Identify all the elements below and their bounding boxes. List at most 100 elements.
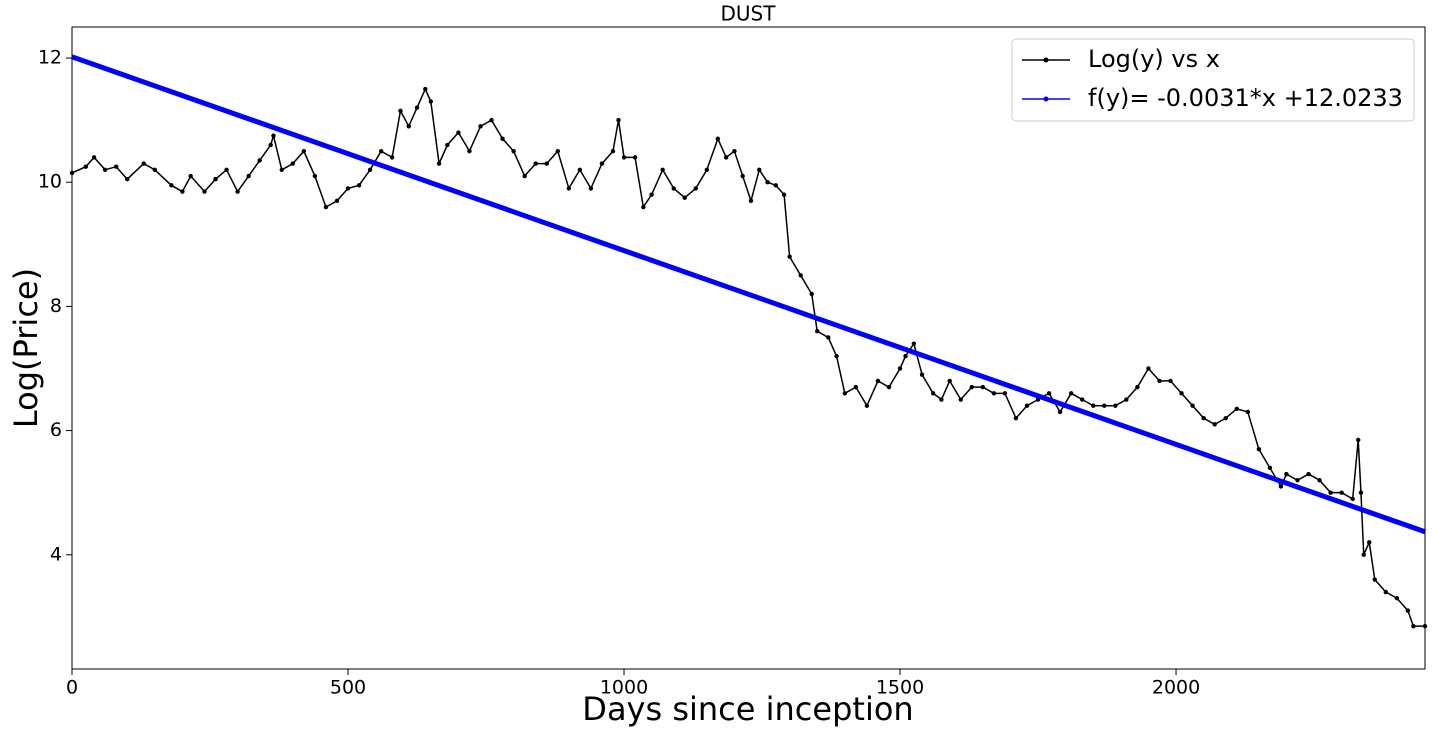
data-point xyxy=(1212,422,1217,427)
data-point xyxy=(1356,437,1361,443)
data-point xyxy=(1168,378,1173,384)
data-point xyxy=(1157,378,1162,384)
data-point xyxy=(660,167,665,173)
data-point xyxy=(930,391,936,396)
data-point xyxy=(732,148,737,154)
data-point xyxy=(740,173,745,179)
data-point xyxy=(853,384,859,390)
data-point xyxy=(616,117,621,123)
data-point xyxy=(1367,540,1372,545)
data-point xyxy=(500,136,505,141)
data-point xyxy=(834,353,839,359)
data-point xyxy=(406,124,411,129)
data-point xyxy=(367,167,373,173)
legend-box xyxy=(1011,38,1415,122)
data-point xyxy=(1284,471,1289,477)
data-point xyxy=(842,391,848,396)
data-point xyxy=(1278,484,1284,489)
data-point xyxy=(809,291,814,297)
data-point xyxy=(188,173,193,179)
data-point xyxy=(91,155,97,160)
data-point xyxy=(980,384,986,390)
data-point xyxy=(152,167,158,173)
data-point xyxy=(1328,490,1333,495)
data-point xyxy=(1361,552,1366,557)
data-point xyxy=(798,273,803,278)
y-tick-label: 12 xyxy=(38,47,62,69)
data-point xyxy=(1057,409,1063,415)
data-point xyxy=(969,384,974,390)
data-point xyxy=(1295,478,1300,483)
y-tick-label: 8 xyxy=(50,295,62,317)
data-point xyxy=(1146,366,1151,371)
x-tick-label: 500 xyxy=(330,677,366,699)
data-point xyxy=(991,391,997,396)
data-point xyxy=(621,155,627,160)
series-line xyxy=(71,54,1426,535)
data-point xyxy=(301,148,307,154)
legend-marker xyxy=(1043,96,1049,102)
data-point xyxy=(1358,490,1364,495)
data-point xyxy=(748,198,754,204)
data-point xyxy=(436,161,442,166)
data-point xyxy=(334,198,340,204)
data-point xyxy=(202,189,207,194)
data-point xyxy=(533,161,538,166)
data-point xyxy=(456,130,461,135)
data-point xyxy=(141,161,146,166)
data-point xyxy=(723,155,729,160)
data-point xyxy=(815,329,820,334)
data-point xyxy=(715,136,721,141)
data-point xyxy=(757,167,762,173)
y-axis-label: Log(Price) xyxy=(7,268,45,428)
data-point xyxy=(414,105,420,110)
data-point xyxy=(864,403,870,408)
data-point xyxy=(1091,403,1096,408)
data-point xyxy=(389,155,395,160)
data-point xyxy=(682,195,687,200)
data-point xyxy=(511,148,516,154)
y-tick-label: 4 xyxy=(50,543,62,565)
data-point xyxy=(246,173,251,179)
data-point xyxy=(1079,397,1085,402)
data-point xyxy=(577,167,583,173)
data-point xyxy=(875,378,881,384)
data-point xyxy=(1372,577,1377,582)
data-point xyxy=(235,189,240,194)
data-point xyxy=(1306,471,1311,477)
data-point xyxy=(897,366,903,371)
x-tick-label: 0 xyxy=(66,677,78,699)
data-point xyxy=(765,180,770,185)
x-axis-label: Days since inception xyxy=(582,690,913,728)
data-point xyxy=(1245,409,1251,415)
data-point xyxy=(102,167,108,173)
data-point xyxy=(544,161,549,166)
data-point xyxy=(1124,397,1129,402)
data-point xyxy=(224,167,229,173)
data-point xyxy=(83,164,89,169)
legend-label: Log(y) vs x xyxy=(1088,45,1220,73)
data-point xyxy=(279,167,284,173)
data-point xyxy=(478,124,483,129)
data-point xyxy=(939,397,944,402)
data-point xyxy=(213,176,218,182)
data-point xyxy=(1135,384,1140,390)
data-point xyxy=(773,183,779,188)
data-point xyxy=(323,204,329,210)
data-point xyxy=(257,158,262,163)
data-point xyxy=(1317,478,1322,483)
y-tick-label: 6 xyxy=(50,419,62,441)
series-line xyxy=(71,87,1425,627)
data-point xyxy=(378,148,384,154)
data-point xyxy=(1013,415,1019,421)
data-point xyxy=(566,186,572,191)
data-point xyxy=(1113,403,1118,408)
data-point xyxy=(1002,391,1008,396)
data-point xyxy=(423,86,428,92)
data-point xyxy=(1339,490,1344,495)
data-point xyxy=(522,173,527,179)
data-point xyxy=(1394,596,1400,601)
x-tick-label: 1000 xyxy=(600,677,648,699)
data-point xyxy=(169,183,174,188)
